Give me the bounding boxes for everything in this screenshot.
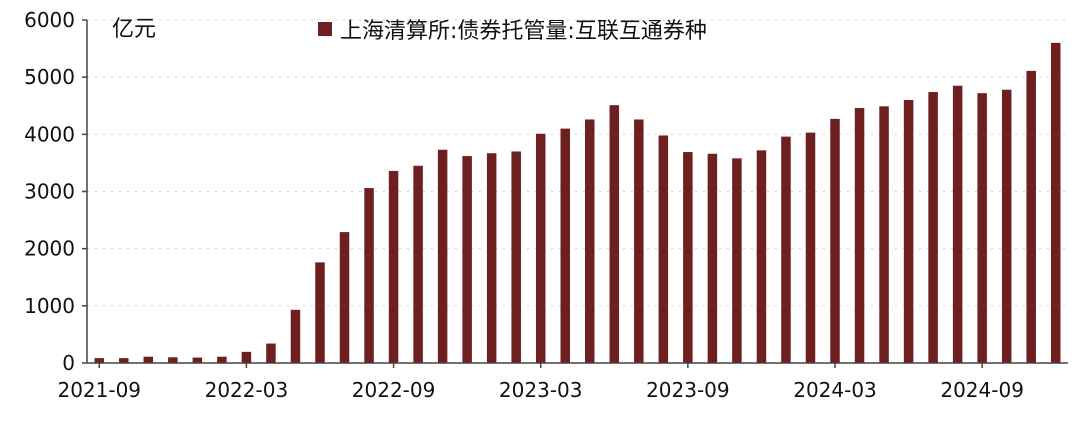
- bar: [1050, 42, 1061, 364]
- bar: [192, 357, 203, 363]
- bar: [756, 150, 767, 363]
- bar: [707, 153, 718, 363]
- bar: [830, 118, 840, 364]
- x-tick-label: 2022-09: [352, 378, 436, 402]
- bar: [217, 356, 227, 363]
- bar: [658, 135, 669, 363]
- y-tick-label: 1000: [24, 294, 75, 318]
- y-unit-label: 亿元: [112, 17, 156, 42]
- bar: [315, 262, 325, 363]
- bar: [511, 151, 521, 363]
- x-tick-labels: 2021-09 2022-03 2022-09 2023-03 2023-09 2024-…: [57, 363, 1024, 402]
- bar: [290, 309, 301, 363]
- bar: [266, 343, 276, 363]
- legend-swatch: [318, 22, 332, 36]
- bar: [854, 108, 865, 363]
- bar: [168, 357, 178, 363]
- bar: [1026, 70, 1036, 363]
- y-tick-label: 3000: [24, 180, 75, 204]
- bar: [1001, 89, 1012, 364]
- bar: [732, 158, 742, 363]
- bar: [977, 93, 987, 364]
- y-tick-label: 2000: [24, 237, 75, 261]
- x-tick-label: 2024-09: [940, 378, 1024, 402]
- x-tick-label: 2023-03: [499, 378, 583, 402]
- bar: [781, 136, 791, 363]
- bar: [241, 351, 252, 363]
- y-tick-label: 4000: [24, 122, 75, 146]
- bar: [683, 152, 693, 363]
- bar: [952, 85, 963, 364]
- y-tick-label: 6000: [24, 8, 75, 32]
- bar: [364, 188, 374, 363]
- x-tick-label: 2023-09: [646, 378, 730, 402]
- x-tick-label: 2024-03: [793, 378, 877, 402]
- bar: [339, 232, 350, 363]
- legend: 上海清算所:债券托管量:互联互通券种: [318, 19, 707, 44]
- bar: [879, 106, 889, 363]
- bar: [462, 156, 472, 363]
- bar: [903, 100, 914, 363]
- y-tick-label: 0: [62, 351, 75, 375]
- x-tick-label: 2022-03: [205, 378, 289, 402]
- bar: [119, 358, 129, 363]
- bar: [928, 92, 938, 363]
- y-tick-label: 5000: [24, 65, 75, 89]
- bar: [143, 356, 154, 363]
- x-tick-label: 2021-09: [57, 378, 141, 402]
- bar: [437, 149, 448, 363]
- bar: [413, 165, 423, 363]
- bar: [805, 132, 816, 363]
- bar: [585, 119, 595, 363]
- y-tick-labels: 0 1000 2000 3000 4000 5000 6000: [24, 8, 87, 375]
- grid-layer: [87, 19, 1068, 307]
- bar: [535, 133, 546, 363]
- bar: [94, 358, 105, 363]
- bar: [388, 170, 399, 363]
- bars-layer: [94, 42, 1061, 364]
- bar: [560, 128, 570, 363]
- bar: [609, 105, 620, 364]
- legend-label: 上海清算所:债券托管量:互联互通券种: [340, 19, 707, 44]
- bar: [486, 153, 497, 363]
- bar: [634, 119, 644, 363]
